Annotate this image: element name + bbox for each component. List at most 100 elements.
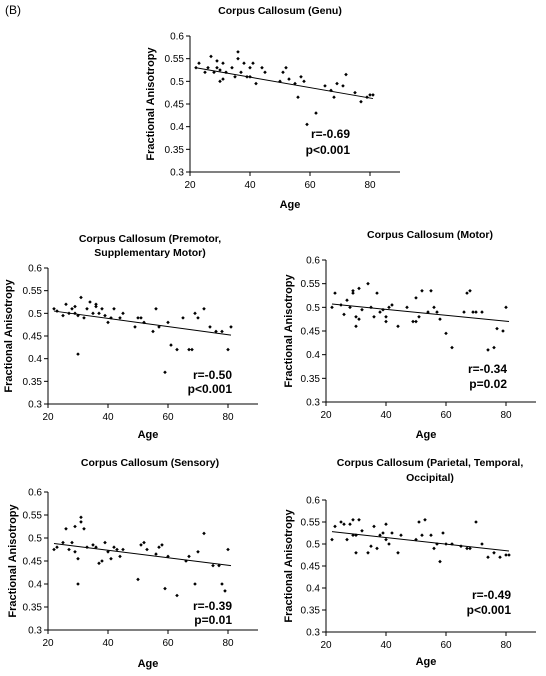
data-point	[260, 65, 264, 70]
data-point	[206, 65, 210, 70]
data-point	[139, 316, 143, 320]
p-value-label: p=0.02	[469, 377, 507, 391]
panel-label: (B)	[5, 3, 21, 17]
y-tick-label: 0.35	[165, 145, 185, 156]
data-point	[429, 533, 433, 537]
y-tick-label: 0.5	[28, 534, 42, 545]
data-point	[64, 302, 68, 307]
data-point	[492, 551, 496, 555]
trend-line	[53, 310, 232, 336]
data-point	[61, 313, 65, 318]
data-point	[372, 524, 376, 529]
data-point	[61, 540, 65, 545]
data-point	[73, 524, 77, 529]
data-point	[371, 93, 375, 97]
y-tick-label: 0.5	[306, 540, 320, 551]
y-tick-label: 0.4	[170, 122, 184, 133]
x-tick-label: 40	[102, 412, 114, 423]
data-point	[145, 547, 149, 552]
data-point	[378, 533, 382, 537]
data-point	[94, 545, 98, 549]
data-point	[330, 537, 334, 542]
data-point	[345, 537, 349, 542]
data-point	[217, 563, 221, 568]
data-point	[251, 61, 255, 65]
data-point	[181, 316, 185, 320]
data-point	[387, 305, 391, 310]
data-point	[94, 302, 98, 307]
x-tick-label: 80	[500, 410, 512, 421]
data-point	[242, 61, 246, 65]
data-point	[103, 313, 107, 318]
data-point	[175, 347, 179, 352]
y-axis-title: Fractional Anisotropy	[283, 273, 295, 387]
data-point	[281, 70, 285, 75]
data-point	[76, 556, 80, 561]
data-point	[474, 520, 478, 524]
x-axis-title: Age	[138, 429, 159, 441]
data-point	[79, 515, 83, 520]
y-tick-label: 0.55	[301, 518, 321, 529]
y-tick-label: 0.5	[170, 77, 184, 88]
data-point	[79, 295, 83, 300]
y-tick-label: 0.35	[23, 377, 43, 388]
correlation-label: r=-0.39	[193, 599, 232, 613]
data-point	[384, 522, 388, 526]
data-point	[354, 324, 358, 329]
data-point	[70, 307, 74, 311]
x-axis-title: Age	[280, 199, 301, 211]
data-point	[459, 544, 463, 548]
x-tick-label: 40	[380, 640, 392, 651]
data-point	[465, 546, 469, 551]
data-point	[85, 545, 89, 549]
data-point	[357, 317, 361, 321]
data-point	[390, 531, 394, 535]
data-point	[97, 311, 101, 316]
chart-genu: Corpus Callosum (Genu) 0.3 0.35 0.4 0.45 0.5 0…	[145, 5, 400, 211]
data-point	[254, 81, 258, 86]
data-point	[507, 553, 511, 557]
data-point	[465, 291, 469, 295]
y-tick-label: 0.55	[23, 511, 43, 522]
data-point	[504, 305, 508, 310]
trend-line	[53, 543, 232, 567]
data-point	[203, 70, 207, 75]
data-point	[82, 316, 86, 320]
data-point	[106, 550, 110, 554]
data-point	[384, 315, 388, 319]
data-point	[468, 546, 472, 551]
data-point	[396, 551, 400, 555]
data-point	[73, 304, 77, 309]
data-point	[498, 555, 502, 559]
data-point	[365, 95, 369, 99]
data-point	[220, 582, 224, 586]
data-point	[414, 296, 418, 300]
data-point	[420, 288, 424, 293]
data-point	[287, 77, 291, 81]
data-point	[109, 316, 113, 320]
data-point	[212, 70, 216, 75]
data-point	[372, 315, 376, 319]
data-point	[76, 352, 80, 356]
data-point	[348, 522, 352, 526]
data-point	[136, 316, 140, 320]
data-point	[55, 309, 59, 313]
data-point	[248, 65, 252, 70]
data-point	[202, 531, 206, 536]
data-point	[154, 307, 158, 311]
chart-title: Corpus Callosum (Genu)	[218, 5, 342, 17]
data-point	[335, 81, 339, 86]
data-point	[438, 317, 442, 321]
y-tick-label: 0.6	[306, 256, 320, 267]
data-point	[166, 320, 170, 325]
data-point	[215, 59, 219, 63]
data-point	[359, 99, 363, 104]
y-axis-title: Fractional Anisotropy	[283, 508, 295, 622]
data-point	[208, 325, 212, 329]
y-tick-label: 0.45	[301, 327, 321, 338]
data-point	[417, 315, 421, 319]
data-point	[474, 310, 478, 314]
data-point	[73, 550, 77, 554]
data-point	[480, 310, 484, 314]
data-point	[215, 65, 219, 70]
